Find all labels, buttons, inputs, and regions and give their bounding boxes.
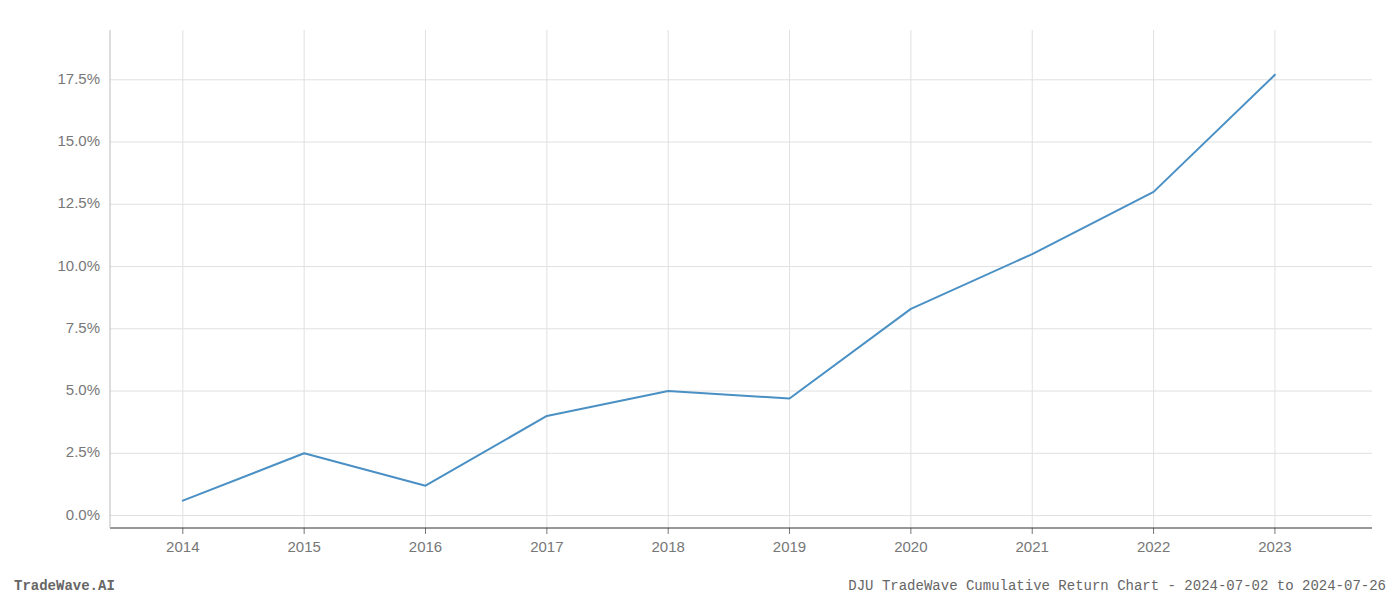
x-tick-label: 2015 [287,538,320,555]
x-grid-line [1153,30,1154,528]
x-tick-mark [1274,528,1275,534]
y-grid-line [110,515,1372,516]
y-tick-label: 0.0% [66,506,100,523]
annotation: TradeWave.AI [14,578,115,594]
x-tick-label: 2022 [1137,538,1170,555]
y-tick-label: 12.5% [57,194,100,211]
y-tick-label: 10.0% [57,257,100,274]
x-tick-mark [1153,528,1154,534]
background [0,0,1400,600]
y-grid-line [110,328,1372,329]
chart-svg: 0.0% 2.5% 5.0% 7.5% 10.0% 12.5% 15.0% 17.5% 2014… [0,0,1400,600]
y-grid-line [110,266,1372,267]
y-grid-line [110,453,1372,454]
x-grid-line [546,30,547,528]
annotation: DJU TradeWave Cumulative Return Chart - … [848,578,1386,594]
y-tick-label: 5.0% [66,381,100,398]
x-grid-line [1274,30,1275,528]
y-tick-label: 7.5% [66,319,100,336]
x-tick-mark [425,528,426,534]
x-tick-label: 2014 [166,538,199,555]
x-grid-line [789,30,790,528]
x-tick-mark [910,528,911,534]
x-tick-label: 2016 [409,538,442,555]
x-tick-mark [1032,528,1033,534]
chart-container: 0.0% 2.5% 5.0% 7.5% 10.0% 12.5% 15.0% 17.5% 2014… [0,0,1400,600]
y-axis-line [110,30,111,528]
x-tick-mark [304,528,305,534]
y-grid-line [110,204,1372,205]
y-tick-label: 17.5% [57,70,100,87]
x-tick-mark [182,528,183,534]
x-axis-line [110,527,1372,528]
x-tick-label: 2021 [1016,538,1049,555]
y-grid-line [110,142,1372,143]
x-tick-label: 2023 [1258,538,1291,555]
axes: 0.0% 2.5% 5.0% 7.5% 10.0% 12.5% 15.0% 17.5% 2014… [57,30,1372,555]
x-tick-label: 2020 [894,538,927,555]
data-group [183,75,1275,501]
x-grid-line [668,30,669,528]
x-tick-label: 2019 [773,538,806,555]
x-tick-label: 2018 [652,538,685,555]
data-line [183,75,1275,501]
x-grid-line [182,30,183,528]
y-grid-line [110,391,1372,392]
grid [110,30,1372,528]
x-grid-line [1032,30,1033,528]
y-tick-label: 15.0% [57,132,100,149]
x-tick-mark [546,528,547,534]
x-tick-mark [668,528,669,534]
x-tick-label: 2017 [530,538,563,555]
y-grid-line [110,79,1372,80]
y-tick-label: 2.5% [66,443,100,460]
x-tick-mark [789,528,790,534]
x-grid-line [910,30,911,528]
x-grid-line [425,30,426,528]
